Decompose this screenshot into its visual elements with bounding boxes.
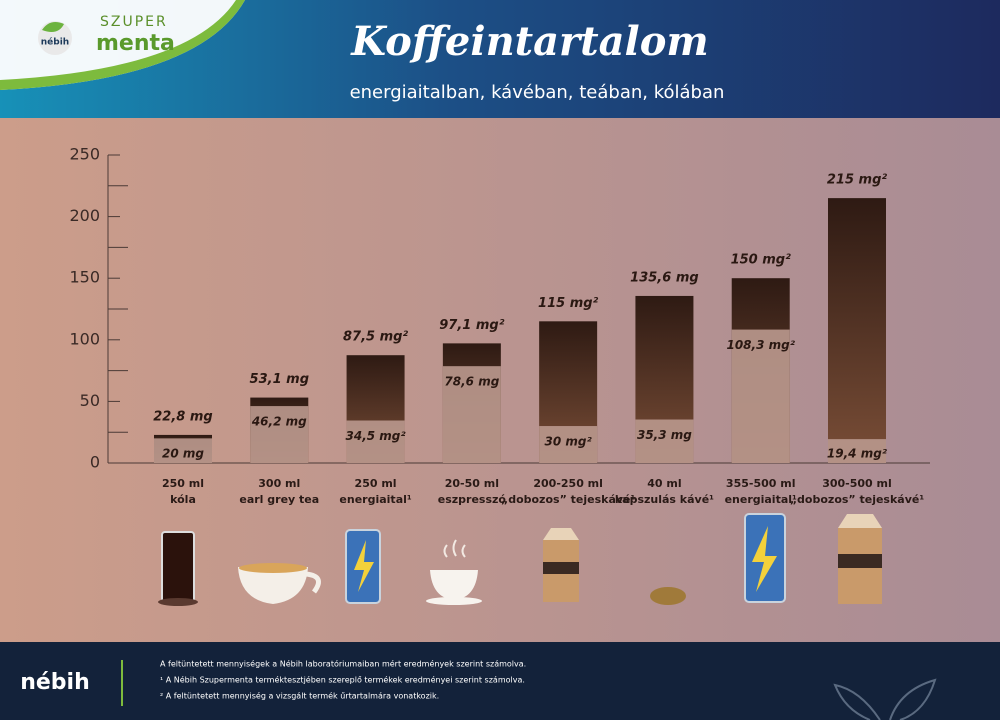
- x-tick-name: earl grey tea: [239, 493, 319, 506]
- icon-carton-band: [543, 562, 579, 574]
- footer-logo: nébih: [20, 670, 90, 695]
- icon-espresso-cup: [430, 570, 478, 600]
- x-tick-name: „dobozos” tejeskávé¹: [790, 493, 925, 506]
- icon-tea: [239, 563, 307, 573]
- icon-shadow: [158, 598, 198, 606]
- icon-carton-top: [543, 528, 579, 540]
- plot: 0 50 100 150 200 250 22,8 mg 20 mg 250 ml kóla 53,…: [69, 145, 924, 507]
- y-tick-label: 200: [69, 206, 100, 225]
- footer-note: A feltüntetett mennyiségek a Nébih labor…: [160, 659, 526, 669]
- y-tick-label: 250: [69, 145, 100, 164]
- x-tick-volume: 355-500 ml: [726, 477, 796, 490]
- y-tick-label: 150: [69, 268, 100, 287]
- footer-note: ¹ A Nébih Szupermenta terméktesztjében s…: [160, 675, 525, 685]
- logo-leaf: [42, 22, 64, 32]
- icon-saucer: [426, 597, 482, 605]
- product-icons: [158, 513, 882, 606]
- chart-subtitle: energiaitalban, kávéban, teában, kólában: [350, 82, 725, 103]
- value-label-max: 150 mg²: [731, 253, 792, 268]
- bar-min: [250, 406, 309, 463]
- bar-min: [154, 438, 212, 463]
- x-tick-volume: 250 ml: [162, 477, 204, 490]
- bar-min: [539, 426, 598, 463]
- value-label-min: 30 mg²: [545, 435, 593, 449]
- y-tick-label: 50: [80, 391, 100, 410]
- value-label-min: 19,4 mg²: [827, 447, 888, 461]
- value-label-min: 46,2 mg: [251, 415, 307, 429]
- value-label-max: 215 mg²: [827, 173, 888, 188]
- value-label-min: 34,5 mg²: [346, 429, 407, 443]
- x-tick-volume: 20-50 ml: [445, 477, 499, 490]
- x-tick-name: eszpresszó: [438, 493, 507, 506]
- value-label-min: 78,6 mg: [444, 375, 499, 389]
- bar-min: [635, 419, 694, 463]
- x-tick-name: energiaital¹: [725, 493, 797, 506]
- x-tick-name: kóla: [170, 493, 196, 506]
- icon-tea-cup: [238, 567, 308, 604]
- x-tick-name: kapszulás kávé¹: [615, 493, 714, 506]
- icon-carton-top: [838, 514, 882, 528]
- x-tick-name: energiaital¹: [339, 493, 411, 506]
- icon-bolt: [752, 526, 777, 592]
- value-label-max: 22,8 mg: [153, 409, 212, 424]
- x-tick-volume: 40 ml: [647, 477, 681, 490]
- x-tick-name: „dobozos” tejeskávé¹: [501, 493, 636, 506]
- logo-badge-text: nébih: [41, 37, 69, 48]
- bar-min: [442, 366, 501, 463]
- value-label-min: 108,3 mg²: [726, 338, 795, 352]
- x-tick-volume: 250 ml: [355, 477, 397, 490]
- footer-leaf-deco: [833, 678, 937, 721]
- x-tick-volume: 200-250 ml: [533, 477, 603, 490]
- value-label-min: 35,3 mg: [637, 428, 692, 442]
- icon-carton-band: [838, 554, 882, 568]
- footer: [0, 642, 1000, 720]
- logo-main: menta: [96, 31, 175, 56]
- icon-capsule: [650, 587, 686, 605]
- chart-title: Koffeintartalom: [350, 18, 708, 65]
- value-label-max: 87,5 mg²: [343, 330, 408, 345]
- x-tick-volume: 300 ml: [258, 477, 300, 490]
- value-label-max: 115 mg²: [538, 296, 599, 311]
- icon-cola: [161, 531, 195, 603]
- icon-bolt: [354, 540, 374, 592]
- value-label-max: 97,1 mg²: [439, 318, 504, 333]
- icon-tea-handle: [305, 571, 321, 594]
- bar-min: [731, 329, 790, 463]
- value-label-max: 135,6 mg: [630, 270, 699, 285]
- value-label-max: 53,1 mg: [250, 372, 309, 387]
- y-tick-label: 0: [90, 453, 100, 472]
- logo-top: SZUPER: [100, 14, 168, 30]
- icon-steam: [443, 539, 466, 558]
- y-tick-label: 100: [69, 329, 100, 348]
- footer-note: ² A feltüntetett mennyiség a vizsgált te…: [160, 691, 439, 701]
- logo-swoosh: [0, 0, 245, 90]
- bar-max: [828, 198, 886, 463]
- bar-min: [828, 439, 886, 463]
- value-label-min: 20 mg: [162, 447, 204, 461]
- x-tick-volume: 300-500 ml: [822, 477, 892, 490]
- bar-min: [346, 420, 405, 463]
